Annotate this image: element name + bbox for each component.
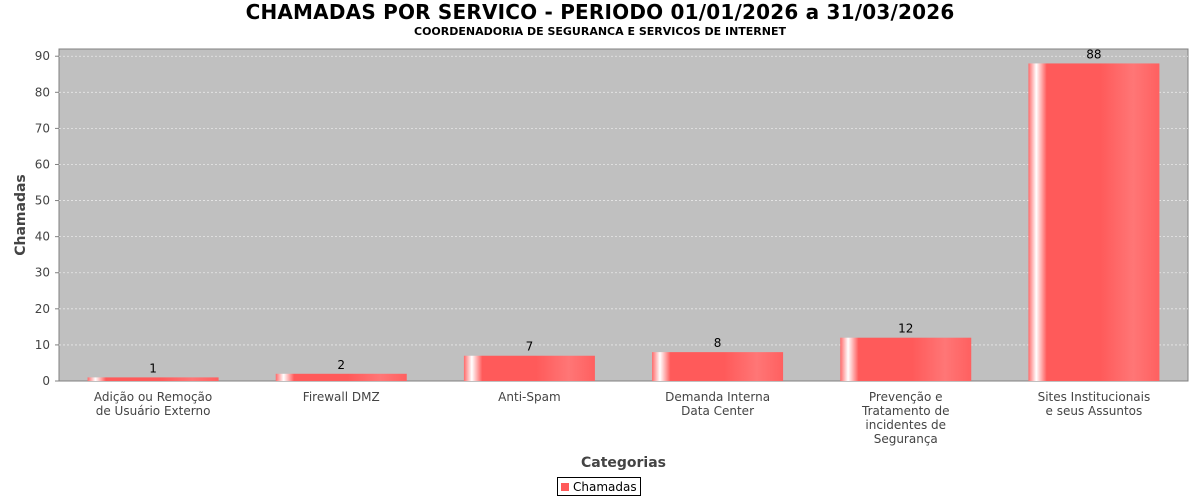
bar [275, 373, 407, 381]
data-label: 12 [898, 322, 913, 336]
y-tick-label: 40 [35, 230, 50, 244]
legend: Chamadas [557, 477, 641, 496]
bar [1028, 63, 1160, 381]
bar [87, 377, 219, 381]
data-label: 88 [1086, 47, 1101, 61]
y-tick-label: 70 [35, 121, 50, 135]
bar [463, 355, 595, 381]
plot-area [58, 48, 1189, 382]
x-tick-label: Adição ou Remoção de Usuário Externo [94, 390, 212, 418]
y-tick-label: 20 [35, 302, 50, 316]
x-tick-label: Anti-Spam [498, 390, 560, 404]
bar [840, 337, 972, 381]
y-tick-label: 0 [42, 374, 50, 388]
data-label: 1 [149, 361, 157, 375]
x-tick-label: Sites Institucionais e seus Assuntos [1038, 390, 1151, 418]
x-axis: Adição ou Remoção de Usuário Externo Firew… [94, 390, 1150, 446]
gridlines [59, 55, 1188, 346]
x-tick-label: Firewall DMZ [303, 390, 380, 404]
chart-title: CHAMADAS POR SERVICO - PERIODO 01/01/202… [245, 0, 955, 24]
x-tick-label: Prevenção e Tratamento de incidentes de Seg… [861, 390, 949, 446]
data-label: 2 [337, 358, 345, 372]
y-tick-label: 10 [35, 338, 50, 352]
y-tick-label: 90 [35, 49, 50, 63]
y-tick-label: 50 [35, 194, 50, 208]
data-label: 8 [714, 336, 722, 350]
bars [87, 63, 1160, 381]
y-tick-label: 30 [35, 266, 50, 280]
y-axis: 0 10 20 30 40 50 60 70 80 90 [35, 49, 59, 388]
bar [652, 352, 784, 381]
legend-swatch [561, 482, 569, 491]
y-axis-label: Chamadas [13, 174, 29, 256]
data-label: 7 [526, 340, 534, 354]
chart-subtitle: COORDENADORIA DE SEGURANCA E SERVICOS DE… [414, 25, 786, 38]
x-tick-label: Demanda Interna Data Center [665, 390, 770, 418]
y-tick-label: 80 [35, 85, 50, 99]
legend-label: Chamadas [573, 479, 637, 494]
x-axis-label: Categorias [581, 455, 666, 471]
y-tick-label: 60 [35, 157, 50, 171]
